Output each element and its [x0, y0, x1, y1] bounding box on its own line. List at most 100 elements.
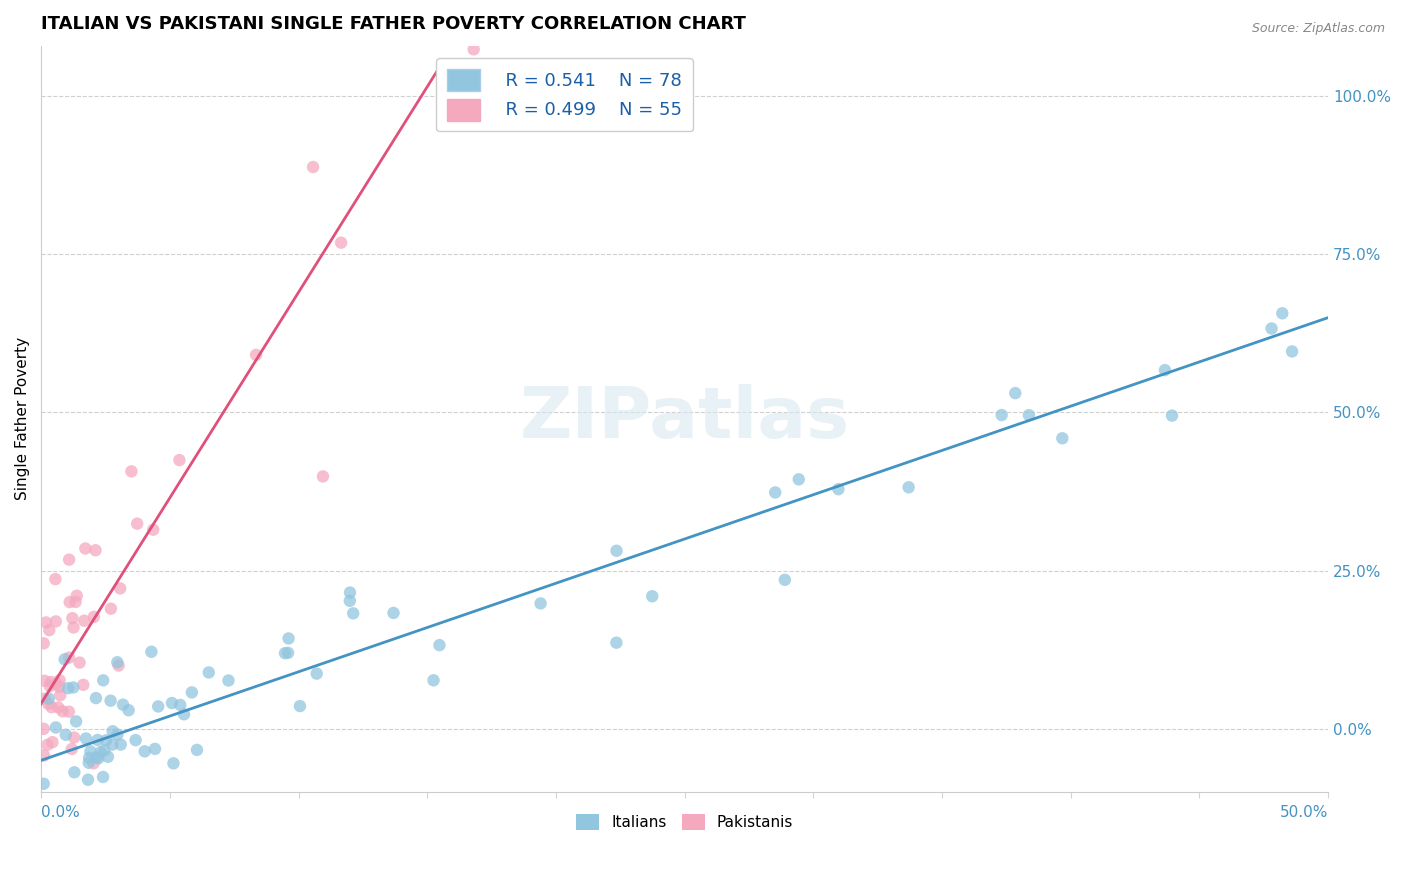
Point — [79, 744, 101, 758]
Point — [110, 738, 132, 752]
Point — [382, 606, 405, 620]
Point — [83, 610, 105, 624]
Point — [32, 636, 55, 650]
Text: ITALIAN VS PAKISTANI SINGLE FATHER POVERTY CORRELATION CHART: ITALIAN VS PAKISTANI SINGLE FATHER POVER… — [41, 15, 747, 33]
Point — [38, 799, 60, 814]
Point — [463, 42, 485, 56]
Point — [763, 485, 786, 500]
Point — [84, 750, 107, 764]
Point — [1004, 386, 1026, 401]
Point — [529, 596, 551, 610]
Point — [32, 748, 55, 763]
Point — [77, 756, 100, 770]
Point — [148, 699, 170, 714]
Point — [56, 681, 79, 696]
Point — [75, 731, 97, 746]
Point — [107, 658, 129, 673]
Point — [45, 677, 67, 691]
Point — [52, 704, 75, 718]
Point — [55, 728, 77, 742]
Point — [44, 572, 66, 586]
Point — [120, 464, 142, 478]
Point — [1052, 431, 1074, 445]
Point — [91, 770, 114, 784]
Point — [288, 699, 311, 714]
Y-axis label: Single Father Poverty: Single Father Poverty — [15, 337, 30, 500]
Text: ZIPatlas: ZIPatlas — [520, 384, 849, 453]
Point — [93, 743, 115, 757]
Point — [143, 742, 166, 756]
Point — [101, 724, 124, 739]
Point — [429, 638, 451, 652]
Point — [1154, 363, 1177, 377]
Point — [180, 685, 202, 699]
Point — [641, 589, 664, 603]
Point — [48, 673, 70, 688]
Point — [124, 733, 146, 747]
Point — [60, 742, 83, 756]
Point — [302, 160, 325, 174]
Point — [86, 733, 108, 747]
Point — [605, 543, 627, 558]
Point — [77, 751, 100, 765]
Point — [34, 673, 56, 688]
Point — [63, 765, 86, 780]
Point — [38, 623, 60, 637]
Point — [197, 665, 219, 680]
Point — [141, 645, 163, 659]
Point — [46, 700, 69, 714]
Point — [41, 735, 63, 749]
Point — [162, 756, 184, 771]
Text: 50.0%: 50.0% — [1279, 805, 1329, 820]
Point — [49, 688, 72, 702]
Point — [100, 601, 122, 615]
Point — [105, 655, 128, 669]
Point — [77, 772, 100, 787]
Point — [312, 469, 335, 483]
Point — [101, 738, 124, 752]
Legend: Italians, Pakistanis: Italians, Pakistanis — [569, 808, 800, 837]
Point — [65, 714, 87, 729]
Point — [605, 636, 627, 650]
Point — [97, 749, 120, 764]
Point — [100, 694, 122, 708]
Point — [51, 797, 73, 811]
Point — [65, 595, 87, 609]
Point — [127, 516, 149, 531]
Point — [827, 482, 849, 496]
Point — [787, 472, 810, 486]
Point — [45, 721, 67, 735]
Point — [63, 731, 86, 745]
Point — [59, 595, 82, 609]
Point — [38, 679, 60, 693]
Point — [107, 728, 129, 742]
Point — [134, 744, 156, 758]
Point — [1260, 321, 1282, 335]
Point — [58, 552, 80, 566]
Point — [53, 652, 76, 666]
Point — [87, 751, 110, 765]
Point — [277, 632, 299, 646]
Point — [897, 480, 920, 494]
Point — [38, 691, 60, 706]
Point — [339, 585, 361, 599]
Point — [277, 646, 299, 660]
Point — [35, 615, 58, 630]
Point — [91, 673, 114, 688]
Point — [73, 614, 96, 628]
Point — [41, 700, 63, 714]
Point — [274, 646, 297, 660]
Point — [169, 453, 191, 467]
Point — [84, 543, 107, 558]
Point — [62, 620, 84, 634]
Point — [72, 678, 94, 692]
Point — [339, 594, 361, 608]
Point — [342, 607, 364, 621]
Point — [111, 698, 134, 712]
Point — [60, 611, 83, 625]
Point — [58, 705, 80, 719]
Point — [108, 582, 131, 596]
Point — [66, 589, 89, 603]
Point — [117, 703, 139, 717]
Point — [173, 707, 195, 722]
